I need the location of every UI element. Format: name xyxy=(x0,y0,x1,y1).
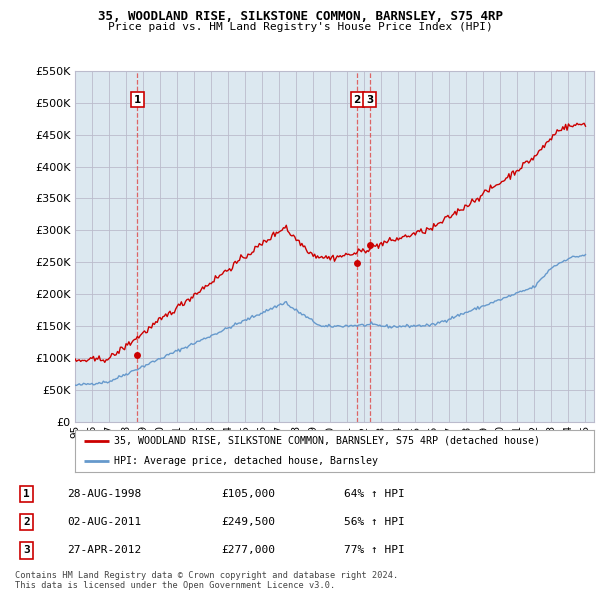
Text: 3: 3 xyxy=(366,94,373,104)
Text: 35, WOODLAND RISE, SILKSTONE COMMON, BARNSLEY, S75 4RP: 35, WOODLAND RISE, SILKSTONE COMMON, BAR… xyxy=(97,10,503,23)
Text: 56% ↑ HPI: 56% ↑ HPI xyxy=(344,517,404,527)
Text: This data is licensed under the Open Government Licence v3.0.: This data is licensed under the Open Gov… xyxy=(15,581,335,589)
Text: 1: 1 xyxy=(23,489,30,499)
Text: 27-APR-2012: 27-APR-2012 xyxy=(67,546,142,555)
Text: Price paid vs. HM Land Registry's House Price Index (HPI): Price paid vs. HM Land Registry's House … xyxy=(107,22,493,32)
Text: 77% ↑ HPI: 77% ↑ HPI xyxy=(344,546,404,555)
Text: 64% ↑ HPI: 64% ↑ HPI xyxy=(344,489,404,499)
Text: 1: 1 xyxy=(133,94,141,104)
Text: 02-AUG-2011: 02-AUG-2011 xyxy=(67,517,142,527)
Text: 2: 2 xyxy=(23,517,30,527)
Text: 3: 3 xyxy=(23,546,30,555)
Text: Contains HM Land Registry data © Crown copyright and database right 2024.: Contains HM Land Registry data © Crown c… xyxy=(15,571,398,580)
Text: 35, WOODLAND RISE, SILKSTONE COMMON, BARNSLEY, S75 4RP (detached house): 35, WOODLAND RISE, SILKSTONE COMMON, BAR… xyxy=(114,436,540,446)
Text: 28-AUG-1998: 28-AUG-1998 xyxy=(67,489,142,499)
Text: 2: 2 xyxy=(353,94,361,104)
Text: £277,000: £277,000 xyxy=(221,546,275,555)
Text: HPI: Average price, detached house, Barnsley: HPI: Average price, detached house, Barn… xyxy=(114,455,378,466)
Text: £249,500: £249,500 xyxy=(221,517,275,527)
Text: £105,000: £105,000 xyxy=(221,489,275,499)
